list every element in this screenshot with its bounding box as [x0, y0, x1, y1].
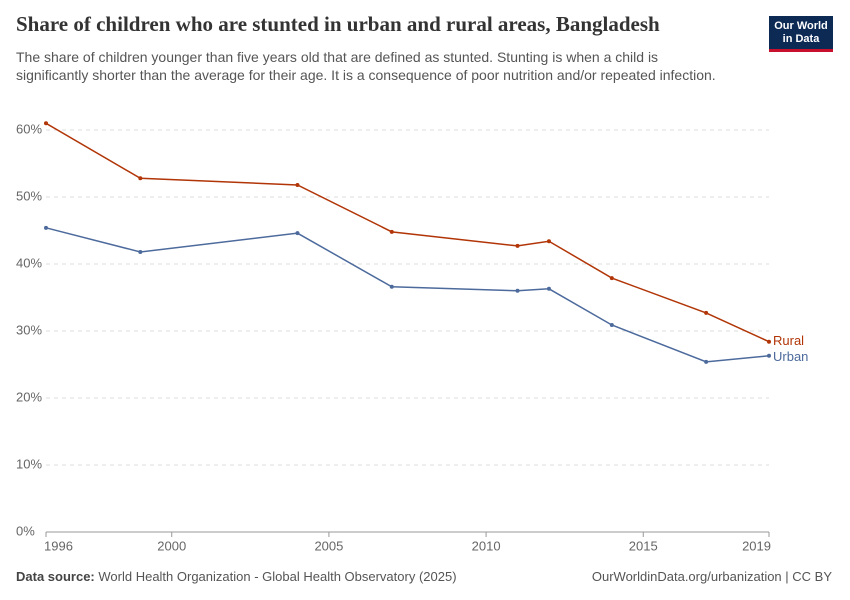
logo-line: in Data	[782, 33, 820, 45]
x-tick-label: 2015	[629, 538, 658, 553]
point	[44, 121, 48, 126]
y-tick-label: 20%	[16, 389, 42, 404]
point	[138, 176, 143, 181]
series-line	[45, 122, 770, 343]
credit[interactable]: OurWorldinData.org/urbanization | CC BY	[591, 569, 832, 584]
point	[389, 229, 394, 234]
source: Data source: World Health Organization -…	[16, 569, 457, 584]
y-tick-label: 10%	[16, 456, 42, 471]
y-tick-label: 50%	[16, 188, 42, 203]
x-tick-label: 2000	[157, 538, 186, 553]
point	[138, 249, 143, 254]
y-tick-label: 40%	[16, 255, 42, 270]
x-tick-label: 2005	[314, 538, 343, 553]
x-tick-label: 2010	[472, 538, 501, 553]
point	[767, 353, 771, 358]
point	[389, 284, 394, 289]
y-tick-label: 30%	[16, 322, 42, 337]
source-text[interactable]: World Health Organization - Global Healt…	[98, 569, 457, 584]
series-line	[45, 227, 770, 363]
point	[44, 225, 48, 230]
point	[609, 322, 614, 327]
chart-subtitle: The share of children younger than five …	[16, 49, 716, 83]
point	[295, 182, 300, 187]
point	[546, 286, 551, 291]
source-label: Data source:	[16, 569, 95, 584]
logo-line: Our World	[774, 20, 828, 32]
y-tick-label: 60%	[16, 121, 42, 136]
x-tick-label: 2019	[742, 538, 771, 553]
point	[609, 276, 614, 281]
x-tick-label: 1996	[44, 538, 73, 553]
point	[704, 310, 709, 315]
point	[515, 288, 520, 293]
point	[515, 243, 520, 248]
point	[546, 239, 551, 244]
point	[704, 359, 709, 364]
series-label: Urban	[773, 349, 808, 364]
point	[767, 339, 771, 344]
series-label: Rural	[773, 333, 804, 348]
logo[interactable]: Our World in Data	[769, 16, 833, 52]
point	[295, 231, 300, 236]
chart-title: Share of children who are stunted in urb…	[16, 12, 660, 36]
y-tick-label: 0%	[16, 523, 35, 538]
